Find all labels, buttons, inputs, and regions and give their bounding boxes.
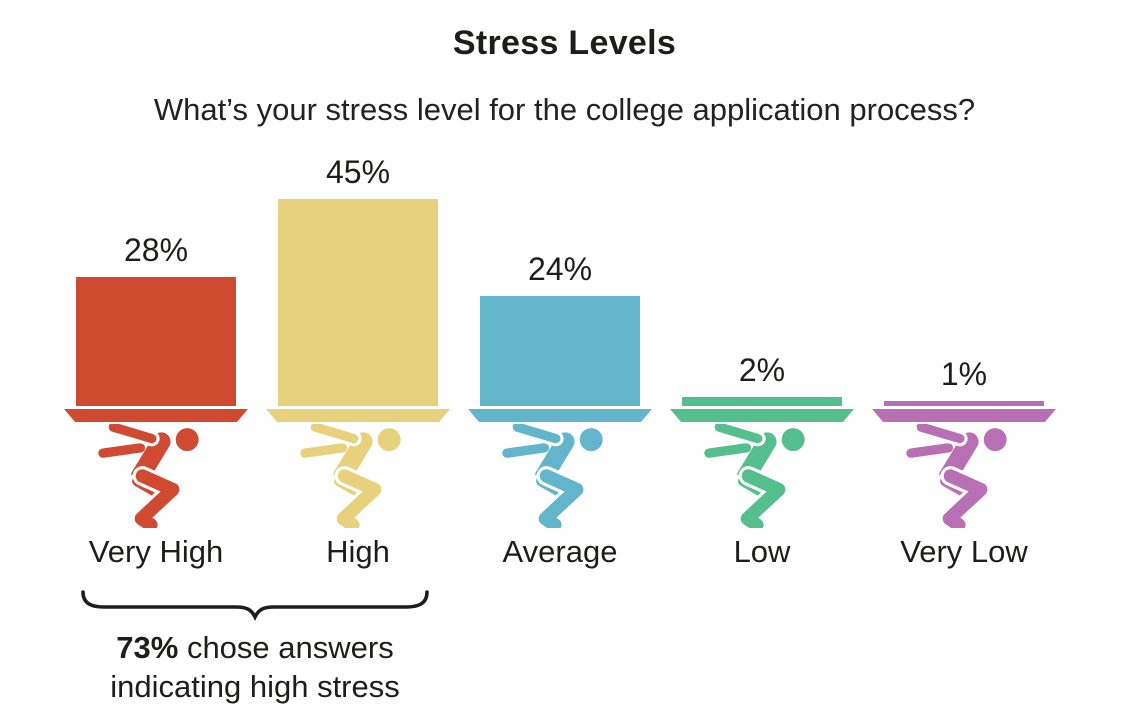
person-carrying-load-icon (299, 424, 417, 528)
annotation-bold-value: 73% (116, 630, 179, 665)
category-label-very-high: Very High (88, 534, 224, 569)
bar-high (278, 199, 438, 406)
person-carrying-load-icon (97, 424, 215, 528)
bar-average (480, 296, 640, 406)
person-carrying-load-icon (703, 424, 821, 528)
bar-group-average: 24% Average (459, 146, 661, 570)
summary-annotation: 73% chose answers indicating high stress (50, 628, 460, 706)
value-label-very-low: 1% (940, 356, 988, 392)
annotation-line1-rest: chose answers (178, 630, 394, 665)
person-carrying-load-icon (905, 424, 1023, 528)
chart-title: Stress Levels (452, 24, 677, 62)
tray-platform (64, 409, 248, 422)
annotation-line-1: 73% chose answers (50, 628, 460, 667)
curly-brace-bracket (81, 590, 429, 622)
person-carrying-load-icon (501, 424, 619, 528)
tray-platform (468, 409, 652, 422)
value-label-high: 45% (325, 154, 391, 190)
bar-low (682, 397, 842, 406)
value-label-average: 24% (527, 251, 593, 287)
tray-platform (266, 409, 450, 422)
category-label-low: Low (733, 534, 791, 569)
category-label-high: High (326, 534, 390, 569)
tray-platform (872, 409, 1056, 422)
bar-chart: 28% Very High (55, 146, 1065, 570)
value-label-low: 2% (738, 352, 786, 388)
annotation-line-2: indicating high stress (110, 669, 400, 704)
category-label-very-low: Very Low (900, 534, 1028, 569)
bar-group-very-high: 28% Very High (55, 146, 257, 570)
value-label-very-high: 28% (123, 232, 189, 268)
tray-platform (670, 409, 854, 422)
bar-very-high (76, 277, 236, 406)
bar-very-low (884, 401, 1044, 406)
chart-subtitle: What’s your stress level for the college… (153, 92, 976, 127)
bar-group-very-low: 1% Very Low (863, 146, 1065, 570)
category-label-average: Average (502, 534, 618, 569)
bar-group-high: 45% High (257, 146, 459, 570)
bar-group-low: 2% Low (661, 146, 863, 570)
